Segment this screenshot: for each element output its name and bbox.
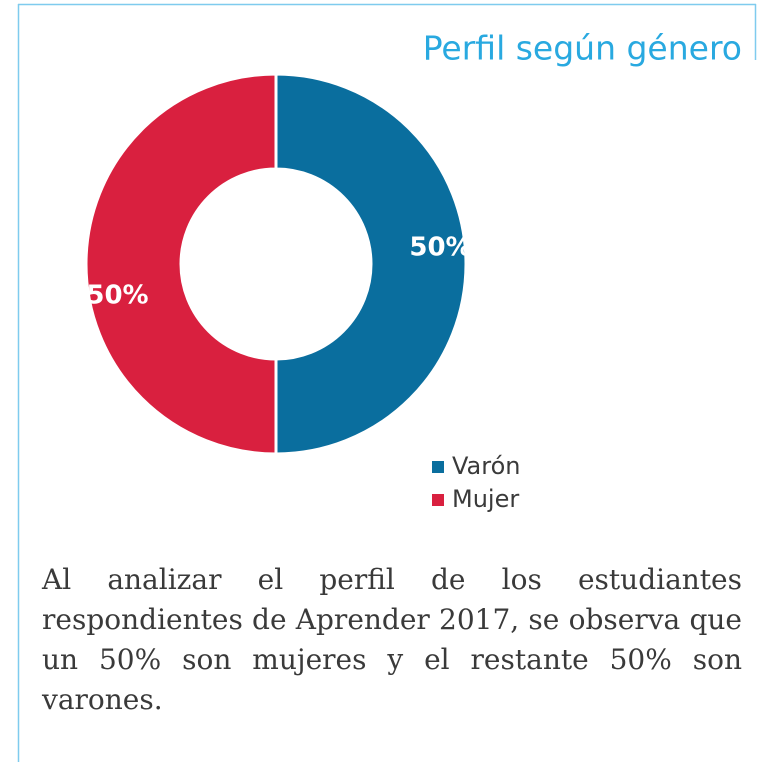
- legend-swatch: [432, 494, 444, 506]
- value-label: 50%: [409, 233, 471, 263]
- donut-slice: [274, 72, 468, 456]
- value-label: 50%: [86, 281, 148, 311]
- chart-title: Perfil según género: [423, 29, 742, 68]
- legend-label: Varón: [452, 452, 521, 480]
- legend-label: Mujer: [452, 485, 519, 513]
- description: Al analizar el perfil de los estudiantes…: [42, 563, 742, 716]
- legend-swatch: [432, 461, 444, 473]
- donut-slice: [84, 72, 278, 456]
